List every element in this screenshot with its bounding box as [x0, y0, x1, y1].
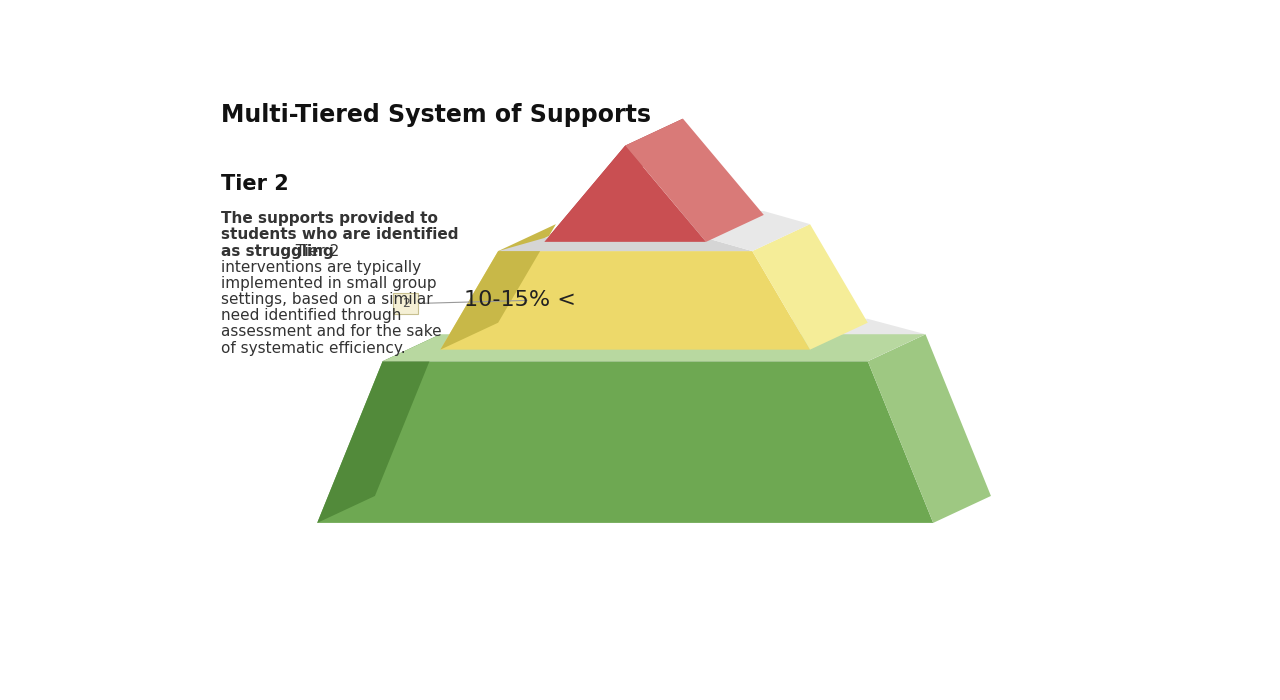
Text: 2: 2 [402, 297, 410, 310]
Text: 10-15% <: 10-15% < [463, 290, 576, 310]
Polygon shape [707, 211, 810, 251]
Text: Multi-Tiered System of Supports: Multi-Tiered System of Supports [221, 103, 652, 127]
Polygon shape [625, 118, 764, 242]
Polygon shape [810, 318, 925, 361]
Polygon shape [544, 118, 684, 242]
Text: Tier 2: Tier 2 [221, 174, 289, 194]
Polygon shape [440, 251, 810, 349]
Text: as struggling: as struggling [221, 244, 334, 258]
Text: interventions are typically: interventions are typically [221, 260, 421, 275]
Text: need identified through: need identified through [221, 308, 402, 323]
Polygon shape [868, 335, 991, 523]
Polygon shape [498, 238, 753, 251]
Polygon shape [440, 318, 868, 346]
Polygon shape [317, 361, 933, 523]
Text: . Tier 2: . Tier 2 [285, 244, 339, 258]
Text: implemented in small group: implemented in small group [221, 276, 436, 291]
Text: The supports provided to: The supports provided to [221, 211, 438, 226]
Text: of systematic efficiency.: of systematic efficiency. [221, 341, 406, 356]
Polygon shape [753, 224, 868, 349]
Polygon shape [383, 346, 868, 361]
Polygon shape [544, 211, 764, 238]
Polygon shape [383, 335, 925, 361]
Text: assessment and for the sake: assessment and for the sake [221, 324, 442, 340]
FancyBboxPatch shape [393, 293, 419, 314]
Polygon shape [317, 335, 440, 523]
Polygon shape [440, 224, 556, 349]
Text: students who are identified: students who are identified [221, 228, 458, 242]
Text: settings, based on a similar: settings, based on a similar [221, 292, 433, 307]
Polygon shape [544, 146, 707, 242]
